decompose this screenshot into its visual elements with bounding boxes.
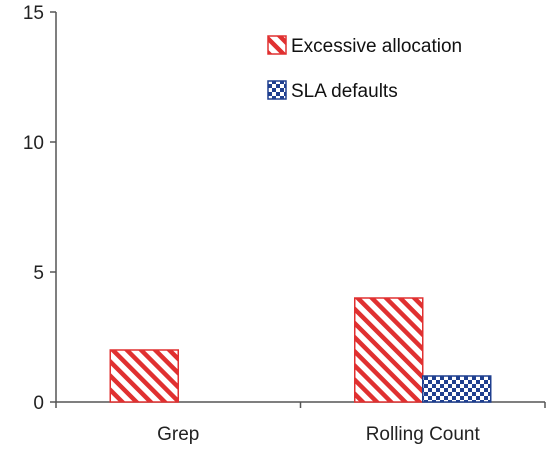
bar-excessive-allocation-grep — [109, 349, 179, 403]
x-tick-label: Rolling Count — [366, 424, 481, 445]
legend-label-sla-defaults: SLA defaults — [291, 81, 398, 102]
axes — [55, 12, 545, 403]
bar-sla-defaults-rolling-count — [422, 375, 492, 403]
y-tick-label: 15 — [23, 3, 44, 24]
legend-swatch-sla-defaults — [267, 80, 287, 100]
bar-excessive-allocation-rolling-count — [354, 297, 424, 403]
legend-label-excessive-allocation: Excessive allocation — [291, 36, 462, 57]
legend: Excessive allocation SLA defaults — [267, 35, 462, 102]
bars — [109, 297, 492, 403]
legend-item-excessive-allocation: Excessive allocation — [267, 35, 462, 57]
legend-item-sla-defaults: SLA defaults — [267, 80, 398, 102]
y-tick-label: 0 — [33, 393, 44, 414]
x-ticks: Grep Rolling Count — [55, 402, 546, 445]
legend-swatch-excessive-allocation — [267, 35, 287, 55]
y-tick-label: 10 — [23, 133, 44, 154]
x-tick-label: Grep — [157, 424, 199, 445]
y-tick-label: 5 — [33, 263, 44, 284]
y-ticks: 0 5 10 15 — [23, 3, 56, 414]
